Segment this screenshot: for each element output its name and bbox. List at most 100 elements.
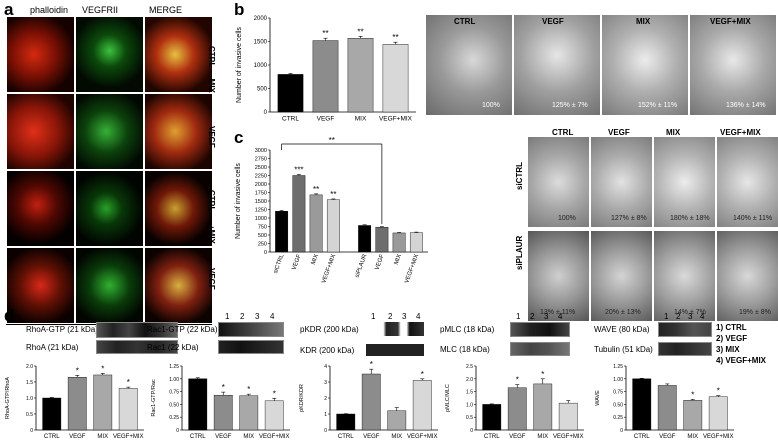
y-tick-label: 1.25 xyxy=(169,364,179,370)
lane-2-rac: 2 xyxy=(240,312,245,321)
c-col-mix: MIX xyxy=(666,128,681,137)
panel-d-letter: d xyxy=(4,306,15,325)
col-vegfrii: VEGFRII xyxy=(82,5,119,15)
micro-phalloidin-3 xyxy=(6,170,75,247)
c-col-vegfmix: VEGF+MIX xyxy=(720,128,761,137)
lane-2-mlc: 2 xyxy=(530,312,535,321)
micro-c-sictrl-vegfmix: 140% ± 11% xyxy=(716,136,778,228)
bar xyxy=(42,397,62,431)
micro-merge-3 xyxy=(144,170,213,247)
c-col-ctrl: CTRL xyxy=(552,128,574,137)
bar xyxy=(239,395,259,431)
blot-tubulin xyxy=(658,342,712,356)
bar xyxy=(392,232,406,253)
y-tick-label: 0 xyxy=(324,428,327,434)
micro-c-siplaur-vegf-pct: 20% ± 13% xyxy=(605,309,641,316)
condition-legend: 1) CTRL 2) VEGF 3) MIX 4) VEGF+MIX xyxy=(716,322,766,366)
category-label: CTRL xyxy=(338,434,354,440)
lane-4-wave: 4 xyxy=(700,312,705,321)
bar xyxy=(632,378,652,431)
bar xyxy=(708,396,728,431)
micro-merge-2 xyxy=(144,93,213,170)
significance-mark: * xyxy=(247,385,250,394)
significance-bracket-label: ** xyxy=(329,136,335,145)
y-tick-label: 2000 xyxy=(254,16,268,22)
micro-b-mix: MIX 152% ± 11% xyxy=(601,14,689,116)
category-label: MIX xyxy=(391,434,402,440)
micro-c-sictrl-ctrl: 100% xyxy=(527,136,590,228)
lane-3-wave: 3 xyxy=(688,312,693,321)
category-label: VEGF xyxy=(292,253,303,271)
panel-a-letter: a xyxy=(4,0,14,19)
blot-rac1-gtp xyxy=(218,322,284,337)
lane-2-wave: 2 xyxy=(676,312,681,321)
y-tick-label: 4 xyxy=(324,364,327,370)
row-label-ctrl-1: CTRL xyxy=(207,46,216,68)
blot-kdr xyxy=(366,344,424,356)
significance-mark: *** xyxy=(294,165,303,174)
bar xyxy=(312,40,339,113)
blot-rhoa xyxy=(96,340,178,354)
micro-b-ctrl: CTRL 100% xyxy=(425,14,513,116)
lane-3-rac: 3 xyxy=(255,312,260,321)
bar xyxy=(292,175,306,253)
blot-label-rac1-gtp: Rac1-GTP (22 kDa) xyxy=(147,325,218,334)
bar xyxy=(412,380,432,431)
significance-mark: * xyxy=(691,390,694,399)
micro-c-sictrl-ctrl-pct: 100% xyxy=(558,215,576,222)
bar xyxy=(482,404,502,431)
significance-mark: * xyxy=(76,366,79,375)
category-label: MIX xyxy=(97,434,108,440)
category-label: VEGF xyxy=(69,434,86,440)
micro-c-sictrl-mix-pct: 180% ± 18% xyxy=(670,215,710,222)
group-label-plus-mix: +MIX xyxy=(207,225,216,244)
bar xyxy=(275,210,289,253)
bar xyxy=(188,378,208,431)
col-phalloidin: phalloidin xyxy=(30,5,69,15)
category-label: siCTRL xyxy=(273,253,286,274)
blot-label-kdr: KDR (200 kDa) xyxy=(300,346,355,355)
blot-rac1 xyxy=(218,340,284,354)
legend-mix: 3) MIX xyxy=(716,345,740,354)
y-tick-label: 0.75 xyxy=(169,390,179,396)
c-col-vegf: VEGF xyxy=(608,128,630,137)
micro-b-vegfmix: VEGF+MIX 136% ± 14% xyxy=(689,14,777,116)
y-tick-label: 0 xyxy=(470,428,473,434)
y-tick-label: 0.75 xyxy=(613,390,623,396)
panel-b-letter: b xyxy=(234,0,245,19)
bar xyxy=(683,400,703,431)
micro-b-vegfmix-label: VEGF+MIX xyxy=(710,17,751,26)
row-label-ctrl-2: CTRL xyxy=(207,190,216,212)
micro-c-sictrl-vegfmix-pct: 140% ± 11% xyxy=(733,215,773,222)
blot-wave xyxy=(658,322,712,337)
category-label: MIX xyxy=(687,434,698,440)
y-axis-label: RhoA-GTP/RhoA xyxy=(5,377,11,420)
category-label: CTRL xyxy=(634,434,650,440)
blot-label-wave: WAVE (80 kDa) xyxy=(594,325,650,334)
category-label: VEGF+MIX xyxy=(259,434,290,440)
panel-c-letter: c xyxy=(234,128,244,147)
micro-b-vegf: VEGF 125% ± 7% xyxy=(513,14,601,116)
micro-b-mix-pct: 152% ± 11% xyxy=(638,102,678,109)
y-tick-label: 500 xyxy=(257,87,268,93)
y-tick-label: 1.00 xyxy=(613,377,623,383)
blot-label-tubulin: Tubulin (51 kDa) xyxy=(594,345,653,354)
y-tick-label: 1250 xyxy=(255,208,267,214)
category-label: VEGF xyxy=(363,434,380,440)
bar xyxy=(375,226,389,253)
micro-b-vegf-pct: 125% ± 7% xyxy=(552,102,588,109)
y-tick-label: 250 xyxy=(258,242,267,248)
y-tick-label: 0.50 xyxy=(613,402,623,408)
bar xyxy=(358,225,372,253)
chart-d-kdr: 0 1 2 3 4 pKDR/KDR CTRL * VEGF MIX * VEGF+MIX xyxy=(299,360,438,440)
blot-pkdr xyxy=(366,322,424,336)
micro-c-sictrl-mix: 180% ± 18% xyxy=(653,136,716,228)
category-label: VEGF xyxy=(659,434,676,440)
y-axis-label: Number of invasive cells xyxy=(235,163,242,239)
c-row-sictrl: siCTRL xyxy=(515,162,524,190)
y-tick-label: 1500 xyxy=(255,199,267,205)
y-axis-label: pKDR/KDR xyxy=(299,384,305,412)
y-tick-label: 2750 xyxy=(255,157,267,163)
y-tick-label: 2250 xyxy=(255,174,267,180)
micro-vegfrii-4 xyxy=(75,247,144,324)
